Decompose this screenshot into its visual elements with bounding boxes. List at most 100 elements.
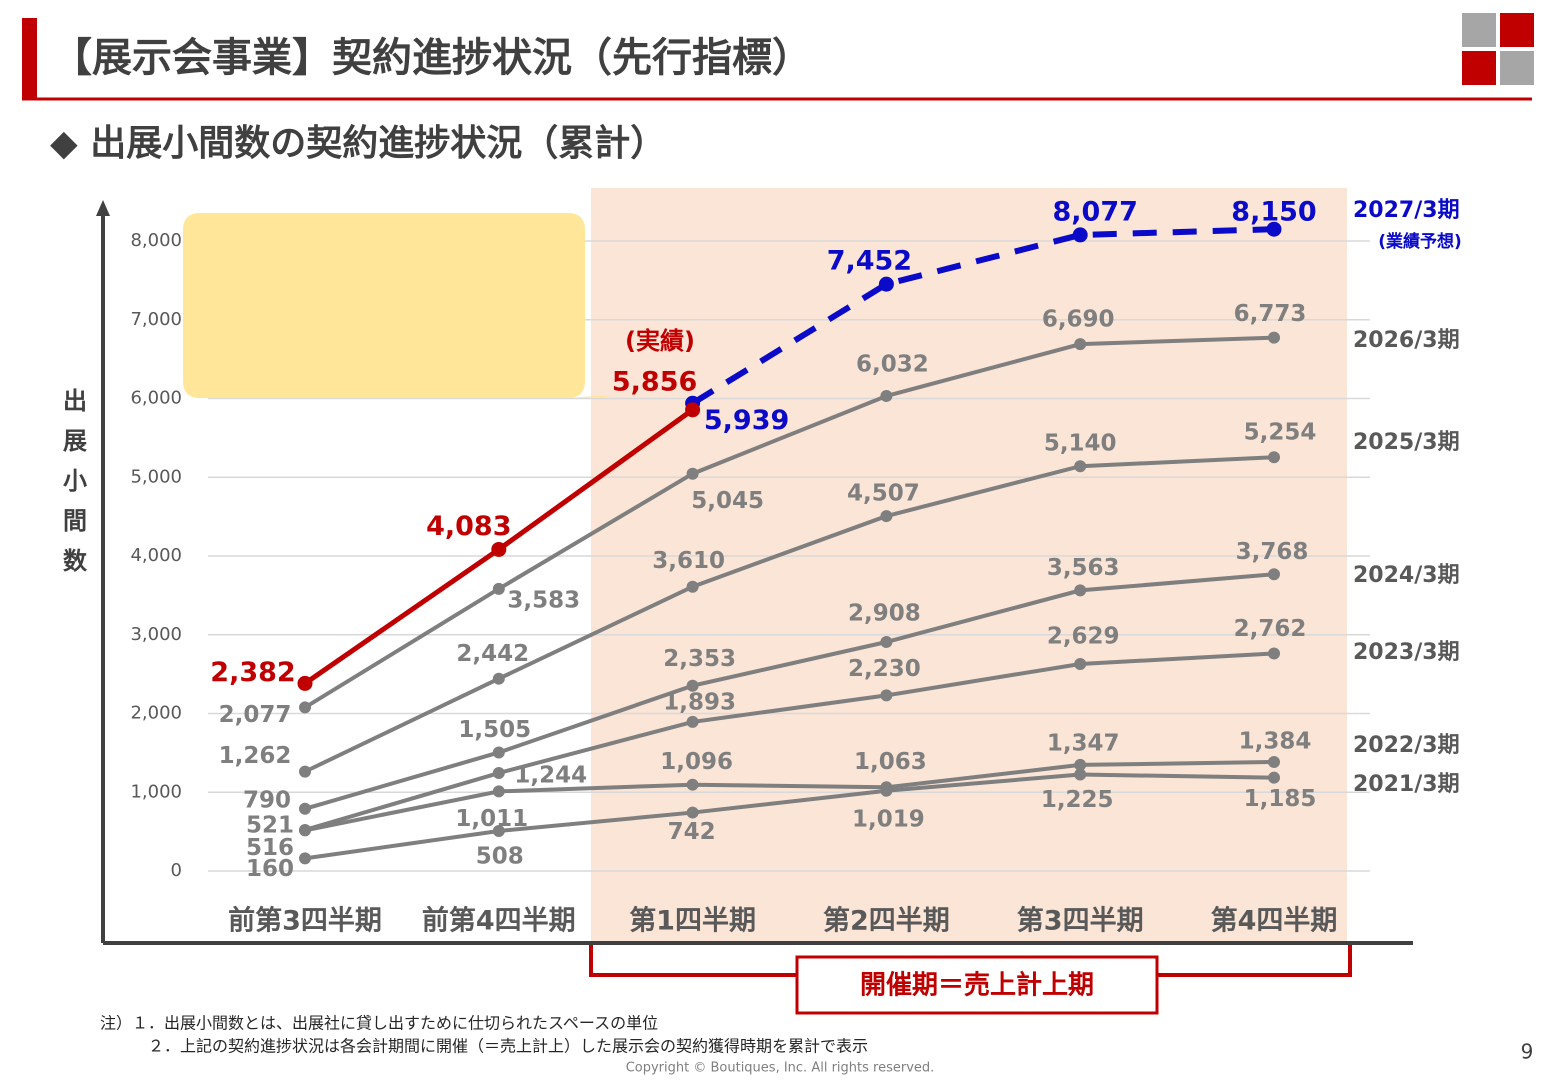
logo-square (1462, 51, 1496, 85)
data-point (880, 635, 893, 648)
page-title: 【展示会事業】契約進捗状況（先行指標） (52, 35, 812, 81)
data-point (299, 802, 311, 815)
data-point (492, 824, 505, 837)
x-tick-label: 第3四半期 (1017, 905, 1144, 937)
series-name: 2024/3期 (1353, 563, 1460, 588)
data-point (880, 389, 893, 402)
y-axis-label: 数 (63, 547, 88, 575)
data-label: 3,610 (652, 548, 725, 574)
data-point (299, 765, 311, 778)
data-point (1268, 756, 1280, 769)
x-tick-label: 第1四半期 (629, 905, 756, 937)
data-label: 2,629 (1047, 623, 1120, 649)
data-point (1266, 221, 1282, 237)
x-tick-label: 第2四半期 (823, 905, 950, 937)
chart-title: ◆ 出展小間数の契約進捗状況（累計） (50, 123, 666, 164)
data-label: 2,762 (1234, 616, 1307, 642)
y-axis-label: 展 (63, 427, 87, 455)
data-label: 1,185 (1244, 786, 1317, 812)
copyright: Copyright © Boutiques, Inc. All rights r… (626, 1061, 935, 1076)
data-point (1074, 657, 1087, 670)
data-point (686, 679, 699, 692)
logo (1462, 13, 1534, 85)
data-point (492, 582, 505, 595)
data-label: 160 (246, 856, 294, 882)
data-label: 521 (246, 812, 294, 838)
x-tick-label: 第4四半期 (1211, 905, 1338, 937)
data-point (1074, 460, 1087, 473)
note: ２．上記の契約進捗状況は各会計期間に開催（＝売上計上）した展示会の契約獲得時期を… (148, 1037, 868, 1056)
data-label: 1,347 (1047, 730, 1120, 756)
y-tick-label: 5,000 (130, 466, 182, 487)
data-label: 2,908 (848, 600, 921, 626)
data-label: 4,083 (426, 511, 511, 542)
data-point (492, 746, 505, 759)
series-name: 2022/3期 (1353, 733, 1460, 758)
data-label: 2,442 (456, 641, 529, 667)
callout-box (183, 213, 615, 398)
data-point (686, 715, 699, 728)
data-label: 8,077 (1052, 196, 1137, 227)
y-axis-label: 小 (63, 467, 87, 495)
data-point (492, 785, 505, 798)
y-tick-label: 1,000 (130, 781, 182, 802)
logo-square (1500, 13, 1534, 47)
data-label: 2,230 (848, 656, 921, 682)
data-label: 1,096 (660, 749, 733, 775)
data-point (1268, 568, 1280, 581)
data-label: 1,019 (852, 806, 925, 832)
period-shade (591, 188, 1347, 943)
data-label: 7,452 (827, 246, 912, 277)
data-point (299, 701, 311, 714)
data-label: 1,893 (663, 689, 736, 715)
data-label: 1,262 (219, 743, 292, 769)
series-line (303, 335, 1275, 710)
y-axis-label: 出 (63, 387, 87, 415)
data-label: 2,382 (210, 657, 295, 688)
y-tick-label: 3,000 (130, 624, 182, 645)
y-tick-label: 2,000 (130, 703, 182, 724)
data-point (1074, 758, 1087, 771)
series-note: (業績予想) (1378, 231, 1462, 252)
data-label: 5,140 (1044, 431, 1117, 457)
data-point (492, 767, 505, 780)
data-point (492, 672, 505, 685)
series-line (304, 760, 1275, 833)
data-label: 5,939 (704, 405, 789, 436)
data-point (1268, 647, 1280, 660)
y-tick-label: 8,000 (130, 230, 182, 251)
data-label: 8,150 (1231, 197, 1316, 228)
data-point (299, 824, 311, 837)
data-label: 6,773 (1234, 301, 1307, 327)
data-label: 3,563 (1047, 555, 1120, 581)
note: 注）１．出展小間数とは、出展社に貸し出すために仕切られたスペースの単位 (100, 1014, 658, 1033)
y-axis-label: 間 (63, 507, 87, 535)
data-label: 1,063 (854, 749, 927, 775)
data-point (491, 541, 507, 557)
data-point (1268, 451, 1280, 464)
data-label: 1,505 (458, 717, 531, 743)
data-label: 508 (476, 843, 524, 869)
series-line (304, 455, 1275, 774)
title-bar (22, 18, 37, 100)
data-label: 3,768 (1236, 539, 1309, 565)
data-point (878, 276, 894, 292)
logo-square (1500, 51, 1534, 85)
data-label: 5,856 (612, 366, 697, 397)
data-label: 1,225 (1041, 787, 1114, 813)
data-label: 516 (246, 835, 294, 861)
data-label: 2,077 (219, 702, 292, 728)
data-point (880, 510, 893, 523)
data-label: 5,254 (1244, 420, 1317, 446)
data-label: 6,032 (856, 351, 929, 377)
data-label: 3,583 (507, 587, 580, 613)
y-tick-label: 6,000 (130, 388, 182, 409)
data-label: 5,045 (691, 488, 764, 514)
data-point (880, 689, 893, 702)
data-point (686, 778, 699, 791)
data-point (686, 580, 699, 593)
data-label: 1,244 (514, 763, 587, 789)
series-line (691, 226, 1275, 406)
page-number: 9 (1521, 1040, 1534, 1064)
